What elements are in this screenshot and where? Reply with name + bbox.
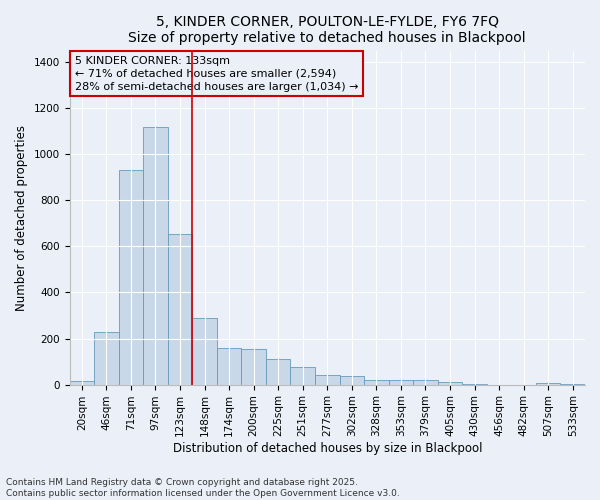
Bar — [364, 380, 389, 384]
Title: 5, KINDER CORNER, POULTON-LE-FYLDE, FY6 7FQ
Size of property relative to detache: 5, KINDER CORNER, POULTON-LE-FYLDE, FY6 … — [128, 15, 526, 45]
Bar — [438, 382, 462, 384]
Bar — [192, 318, 217, 384]
X-axis label: Distribution of detached houses by size in Blackpool: Distribution of detached houses by size … — [173, 442, 482, 455]
Bar — [290, 368, 315, 384]
Bar — [94, 332, 119, 384]
Y-axis label: Number of detached properties: Number of detached properties — [15, 124, 28, 310]
Text: Contains HM Land Registry data © Crown copyright and database right 2025.
Contai: Contains HM Land Registry data © Crown c… — [6, 478, 400, 498]
Bar — [389, 380, 413, 384]
Bar — [536, 383, 560, 384]
Bar — [168, 234, 192, 384]
Text: 5 KINDER CORNER: 133sqm
← 71% of detached houses are smaller (2,594)
28% of semi: 5 KINDER CORNER: 133sqm ← 71% of detache… — [74, 56, 358, 92]
Bar — [266, 360, 290, 384]
Bar — [315, 375, 340, 384]
Bar — [413, 380, 438, 384]
Bar — [340, 376, 364, 384]
Bar — [241, 349, 266, 384]
Bar — [70, 381, 94, 384]
Bar — [143, 126, 168, 384]
Bar — [119, 170, 143, 384]
Bar — [217, 348, 241, 385]
